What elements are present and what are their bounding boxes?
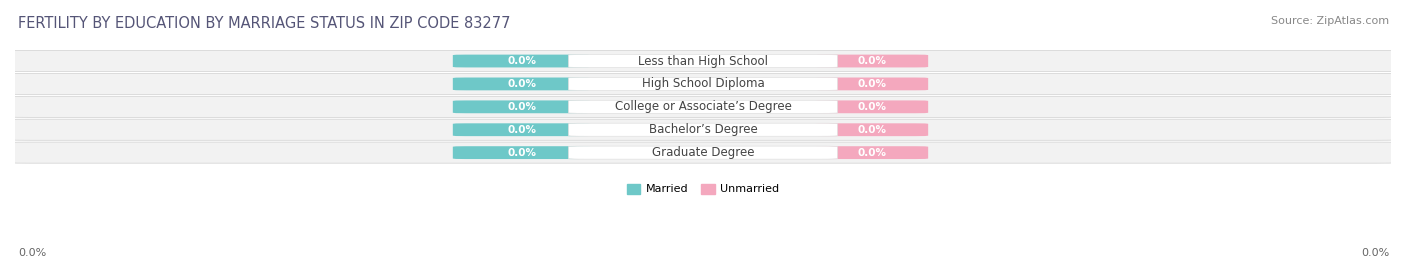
Text: 0.0%: 0.0% <box>858 125 886 135</box>
Text: 0.0%: 0.0% <box>1361 248 1389 258</box>
Legend: Married, Unmarried: Married, Unmarried <box>621 179 785 199</box>
FancyBboxPatch shape <box>453 123 591 136</box>
FancyBboxPatch shape <box>0 119 1406 140</box>
FancyBboxPatch shape <box>815 77 928 90</box>
FancyBboxPatch shape <box>453 146 591 159</box>
FancyBboxPatch shape <box>453 100 591 113</box>
Text: Bachelor’s Degree: Bachelor’s Degree <box>648 123 758 136</box>
FancyBboxPatch shape <box>815 55 928 68</box>
FancyBboxPatch shape <box>815 123 928 136</box>
Text: 0.0%: 0.0% <box>18 248 46 258</box>
Text: 0.0%: 0.0% <box>858 56 886 66</box>
Text: College or Associate’s Degree: College or Associate’s Degree <box>614 100 792 113</box>
Text: 0.0%: 0.0% <box>858 102 886 112</box>
FancyBboxPatch shape <box>453 55 591 68</box>
FancyBboxPatch shape <box>568 77 838 90</box>
Text: 0.0%: 0.0% <box>508 102 536 112</box>
Text: 0.0%: 0.0% <box>508 125 536 135</box>
FancyBboxPatch shape <box>568 123 838 136</box>
Text: Source: ZipAtlas.com: Source: ZipAtlas.com <box>1271 16 1389 26</box>
Text: 0.0%: 0.0% <box>508 56 536 66</box>
FancyBboxPatch shape <box>568 100 838 113</box>
Text: 0.0%: 0.0% <box>858 79 886 89</box>
FancyBboxPatch shape <box>568 146 838 159</box>
FancyBboxPatch shape <box>0 142 1406 163</box>
FancyBboxPatch shape <box>815 100 928 113</box>
Text: 0.0%: 0.0% <box>508 79 536 89</box>
Text: High School Diploma: High School Diploma <box>641 77 765 90</box>
FancyBboxPatch shape <box>568 55 838 68</box>
FancyBboxPatch shape <box>0 51 1406 72</box>
Text: Less than High School: Less than High School <box>638 55 768 68</box>
Text: 0.0%: 0.0% <box>508 148 536 158</box>
Text: FERTILITY BY EDUCATION BY MARRIAGE STATUS IN ZIP CODE 83277: FERTILITY BY EDUCATION BY MARRIAGE STATU… <box>18 16 510 31</box>
FancyBboxPatch shape <box>453 77 591 90</box>
FancyBboxPatch shape <box>0 73 1406 94</box>
FancyBboxPatch shape <box>815 146 928 159</box>
Text: 0.0%: 0.0% <box>858 148 886 158</box>
Text: Graduate Degree: Graduate Degree <box>652 146 754 159</box>
FancyBboxPatch shape <box>0 96 1406 117</box>
